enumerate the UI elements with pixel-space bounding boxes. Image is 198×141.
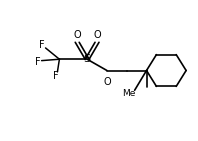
Text: S: S xyxy=(84,54,91,64)
Text: O: O xyxy=(103,77,111,87)
Text: O: O xyxy=(73,30,81,40)
Text: F: F xyxy=(35,57,40,67)
Text: F: F xyxy=(39,40,44,50)
Text: F: F xyxy=(53,71,58,81)
Text: O: O xyxy=(93,30,101,40)
Text: Me: Me xyxy=(122,89,135,98)
